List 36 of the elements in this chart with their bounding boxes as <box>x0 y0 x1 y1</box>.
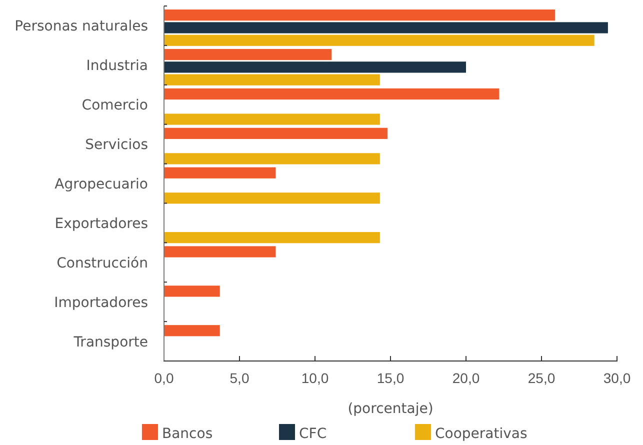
bar <box>164 167 276 178</box>
bar <box>164 128 388 139</box>
legend-label: Bancos <box>162 426 213 442</box>
bar <box>164 232 380 244</box>
y-tick-label: Industria <box>86 58 148 74</box>
y-tick-label: Importadores <box>54 294 148 311</box>
x-tick-label: 10,0 <box>301 370 329 386</box>
x-tick-label: 15,0 <box>376 370 404 386</box>
bar <box>164 88 500 100</box>
x-tick-label: 30,0 <box>603 370 631 386</box>
y-tick-label: Servicios <box>85 137 148 154</box>
y-tick-label: Personas naturales <box>14 18 148 35</box>
bar <box>164 246 276 258</box>
x-tick-label: 20,0 <box>452 370 480 386</box>
y-tick-label: Construcción <box>56 255 148 272</box>
legend-label: Cooperativas <box>435 426 528 442</box>
bar <box>164 22 608 34</box>
bar <box>164 192 380 204</box>
y-tick-label: Exportadores <box>54 216 148 232</box>
bar <box>164 325 220 336</box>
x-tick-label: 0,0 <box>154 370 174 386</box>
x-axis-title: (porcentaje) <box>348 401 434 417</box>
x-tick-label: 25,0 <box>528 370 556 386</box>
bar <box>164 286 220 297</box>
bar <box>164 114 380 125</box>
y-tick-label: Comercio <box>82 98 148 114</box>
bar <box>164 74 380 86</box>
bar <box>164 34 594 46</box>
x-tick-label: 5,0 <box>230 370 250 386</box>
bar <box>164 153 380 164</box>
bar <box>164 10 556 21</box>
y-tick-label: Transporte <box>72 334 148 350</box>
legend-label: CFC <box>299 426 327 442</box>
bar <box>164 62 466 73</box>
y-tick-label: Agropecuario <box>54 176 148 192</box>
bar <box>164 48 332 60</box>
